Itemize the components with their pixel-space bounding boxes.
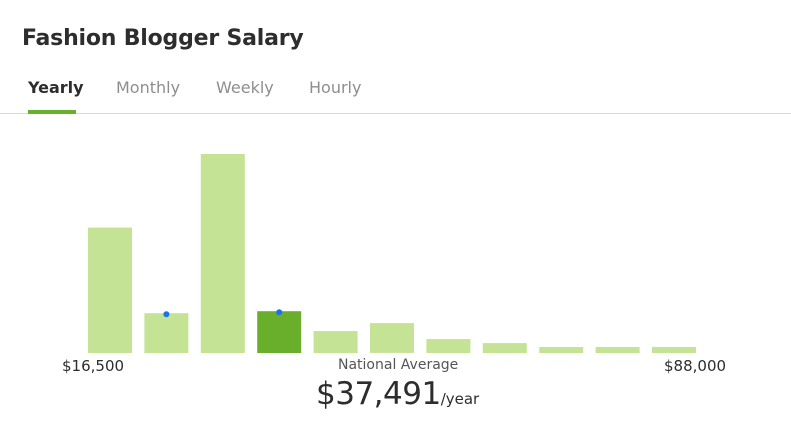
bar-marker-4: [276, 309, 283, 316]
bar-marker-2: [163, 311, 170, 318]
tab-hourly[interactable]: Hourly: [309, 78, 362, 97]
x-min-label: $16,500: [62, 357, 125, 375]
salary-bar-1[interactable]: [88, 227, 132, 353]
salary-bar-4[interactable]: [257, 311, 302, 353]
salary-bar-6[interactable]: [370, 323, 414, 353]
salary-bar-8[interactable]: [482, 343, 527, 354]
salary-bar-7[interactable]: [426, 339, 471, 353]
salary-bar-2[interactable]: [144, 313, 189, 353]
salary-bar-3[interactable]: [200, 154, 245, 353]
active-tab-indicator: [28, 110, 76, 114]
tab-weekly[interactable]: Weekly: [216, 78, 274, 97]
average-unit: /year: [440, 390, 480, 408]
average-amount: $37,491: [316, 376, 441, 412]
salary-bar-10[interactable]: [595, 347, 640, 353]
salary-bar-5[interactable]: [313, 331, 358, 353]
tab-yearly[interactable]: Yearly: [28, 78, 84, 97]
period-tabs: Yearly Monthly Weekly Hourly: [0, 72, 791, 114]
tab-monthly[interactable]: Monthly: [116, 78, 181, 97]
salary-bar-11[interactable]: [652, 347, 696, 353]
national-average-label: National Average: [338, 357, 459, 373]
national-average-value: $37,491/year: [316, 376, 479, 412]
salary-bar-9[interactable]: [539, 347, 584, 353]
page-title: Fashion Blogger Salary: [22, 26, 304, 51]
x-max-label: $88,000: [664, 357, 727, 375]
